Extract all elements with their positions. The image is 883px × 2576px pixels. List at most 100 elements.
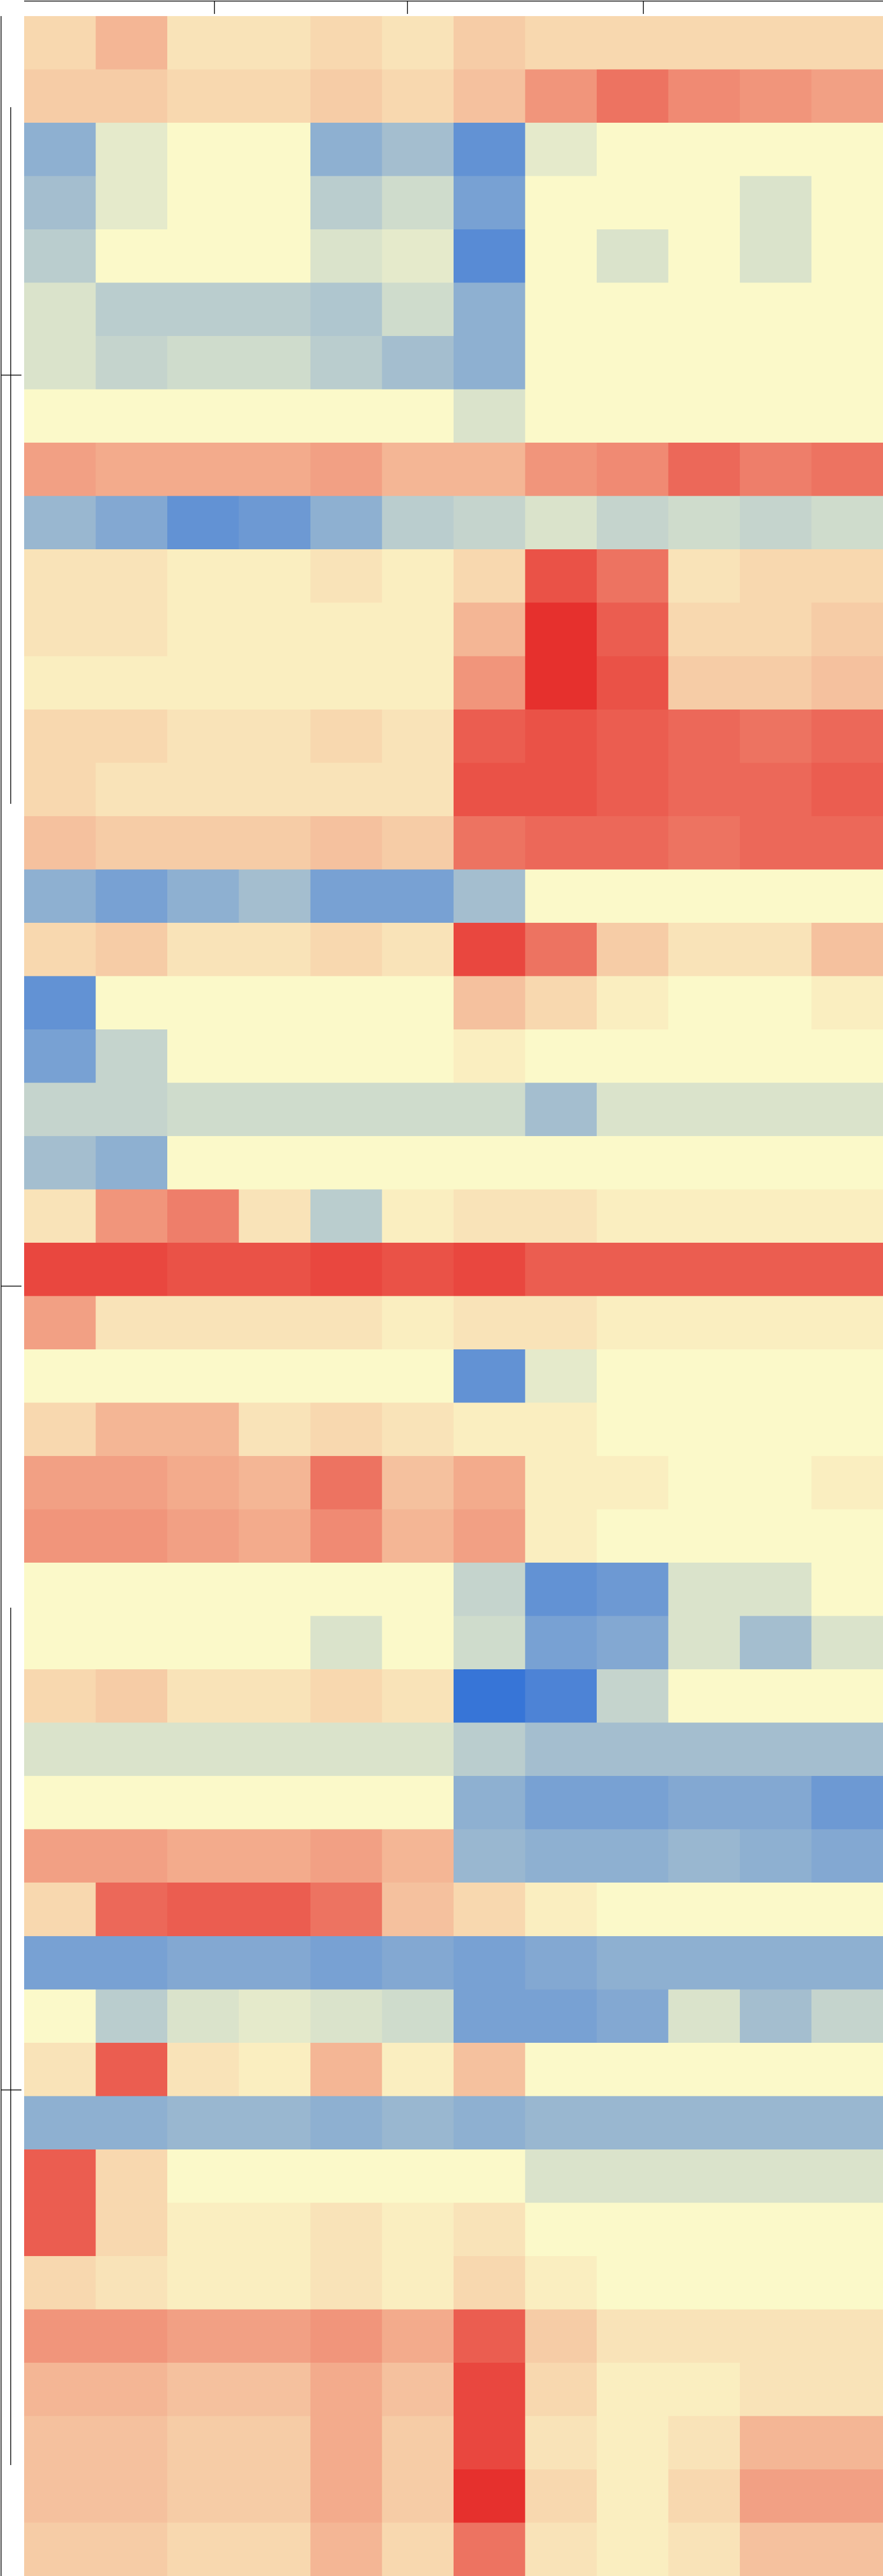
heatmap-cell [24, 1296, 96, 1350]
heatmap-cell [95, 602, 168, 656]
heatmap-cell [239, 1349, 311, 1403]
heatmap-cell [811, 496, 883, 550]
heatmap-cell [95, 1136, 168, 1190]
heatmap-cell [668, 1349, 740, 1403]
heatmap-cell [525, 1402, 597, 1457]
heatmap-cell [597, 123, 669, 177]
heatmap-cell [597, 1936, 669, 1990]
heatmap-cell [239, 763, 311, 817]
heatmap-cell [239, 1989, 311, 2043]
heatmap-cell [95, 1776, 168, 1830]
heatmap-cell [454, 229, 525, 283]
heatmap-cell [525, 2416, 597, 2470]
heatmap-cell [454, 976, 525, 1030]
heatmap-cell [382, 1082, 454, 1137]
heatmap-cell [24, 69, 96, 123]
heatmap-cell [310, 1189, 382, 1243]
heatmap-cell [382, 1242, 454, 1296]
heatmap-cell [597, 1989, 669, 2043]
heatmap-cell [597, 1616, 669, 1670]
heatmap-cell [24, 869, 96, 923]
heatmap-cell [525, 2096, 597, 2150]
heatmap-cell [597, 1669, 669, 1723]
heatmap-cell [740, 763, 812, 817]
heatmap-cell [597, 2416, 669, 2470]
heatmap-cell [740, 549, 812, 603]
heatmap-cell [668, 1082, 740, 1137]
heatmap-cell [310, 2096, 382, 2150]
heatmap-cell [597, 2202, 669, 2257]
heatmap-cell [740, 2469, 812, 2523]
heatmap-cell [668, 16, 740, 70]
heatmap-cell [95, 176, 168, 230]
heatmap-cell [740, 496, 812, 550]
heatmap-cell [454, 1349, 525, 1403]
heatmap-cell [382, 2309, 454, 2363]
heatmap-cell [239, 176, 311, 230]
heatmap-cell [525, 123, 597, 177]
heatmap-cell [95, 1082, 168, 1137]
heatmap-cell [24, 1669, 96, 1723]
heatmap-cell [597, 229, 669, 283]
heatmap-cell [310, 1989, 382, 2043]
heatmap-cell [811, 922, 883, 976]
heatmap-cell [597, 496, 669, 550]
heatmap-cell [811, 123, 883, 177]
heatmap-cell [454, 1189, 525, 1243]
heatmap-cell [167, 1349, 239, 1403]
heatmap-cell [740, 1082, 812, 1137]
heatmap-cell [239, 1456, 311, 1510]
heatmap-cell [167, 1509, 239, 1563]
heatmap-cell [310, 602, 382, 656]
heatmap-cell [382, 282, 454, 337]
heatmap-cell [740, 229, 812, 283]
heatmap-cell [24, 176, 96, 230]
heatmap-cell [239, 1936, 311, 1990]
heatmap-cell [454, 2202, 525, 2257]
heatmap-cell [525, 443, 597, 497]
heatmap-cell [525, 869, 597, 923]
heatmap-cell [597, 2469, 669, 2523]
heatmap-cell [525, 2362, 597, 2416]
heatmap-cell [454, 1669, 525, 1723]
heatmap-cell [668, 869, 740, 923]
heatmap-cell [811, 336, 883, 390]
heatmap-cell [382, 1669, 454, 1723]
heatmap-cell [811, 1669, 883, 1723]
heatmap-cell [167, 1722, 239, 1776]
heatmap-cell [310, 1456, 382, 1510]
heatmap-cell [740, 656, 812, 710]
heatmap-cell [24, 1936, 96, 1990]
heatmap-cell [811, 1456, 883, 1510]
heatmap-cell [95, 496, 168, 550]
heatmap-cell [382, 1402, 454, 1457]
heatmap-cell [95, 1402, 168, 1457]
heatmap-cell [239, 2309, 311, 2363]
heatmap-cell [740, 69, 812, 123]
heatmap-cell [454, 1296, 525, 1350]
heatmap-cell [239, 1189, 311, 1243]
heatmap-cell [95, 816, 168, 870]
heatmap-cell [310, 2256, 382, 2310]
heatmap-cell [525, 1296, 597, 1350]
heatmap-cell [454, 2149, 525, 2203]
heatmap-cell [167, 1242, 239, 1296]
heatmap-cell [740, 709, 812, 763]
heatmap-cell [24, 1776, 96, 1830]
heatmap-cell [167, 229, 239, 283]
heatmap-cell [95, 1669, 168, 1723]
heatmap-cell [24, 229, 96, 283]
heatmap-cell [454, 1563, 525, 1617]
heatmap-cell [310, 336, 382, 390]
heatmap-cell [740, 922, 812, 976]
heatmap-cell [167, 1936, 239, 1990]
heatmap-cell [382, 1829, 454, 1883]
heatmap-cell [668, 1989, 740, 2043]
heatmap-cell [95, 1509, 168, 1563]
heatmap-cell [239, 1242, 311, 1296]
heatmap-cell [382, 2202, 454, 2257]
heatmap-cell [310, 2416, 382, 2470]
heatmap-cell [597, 1883, 669, 1937]
heatmap-cell [454, 336, 525, 390]
